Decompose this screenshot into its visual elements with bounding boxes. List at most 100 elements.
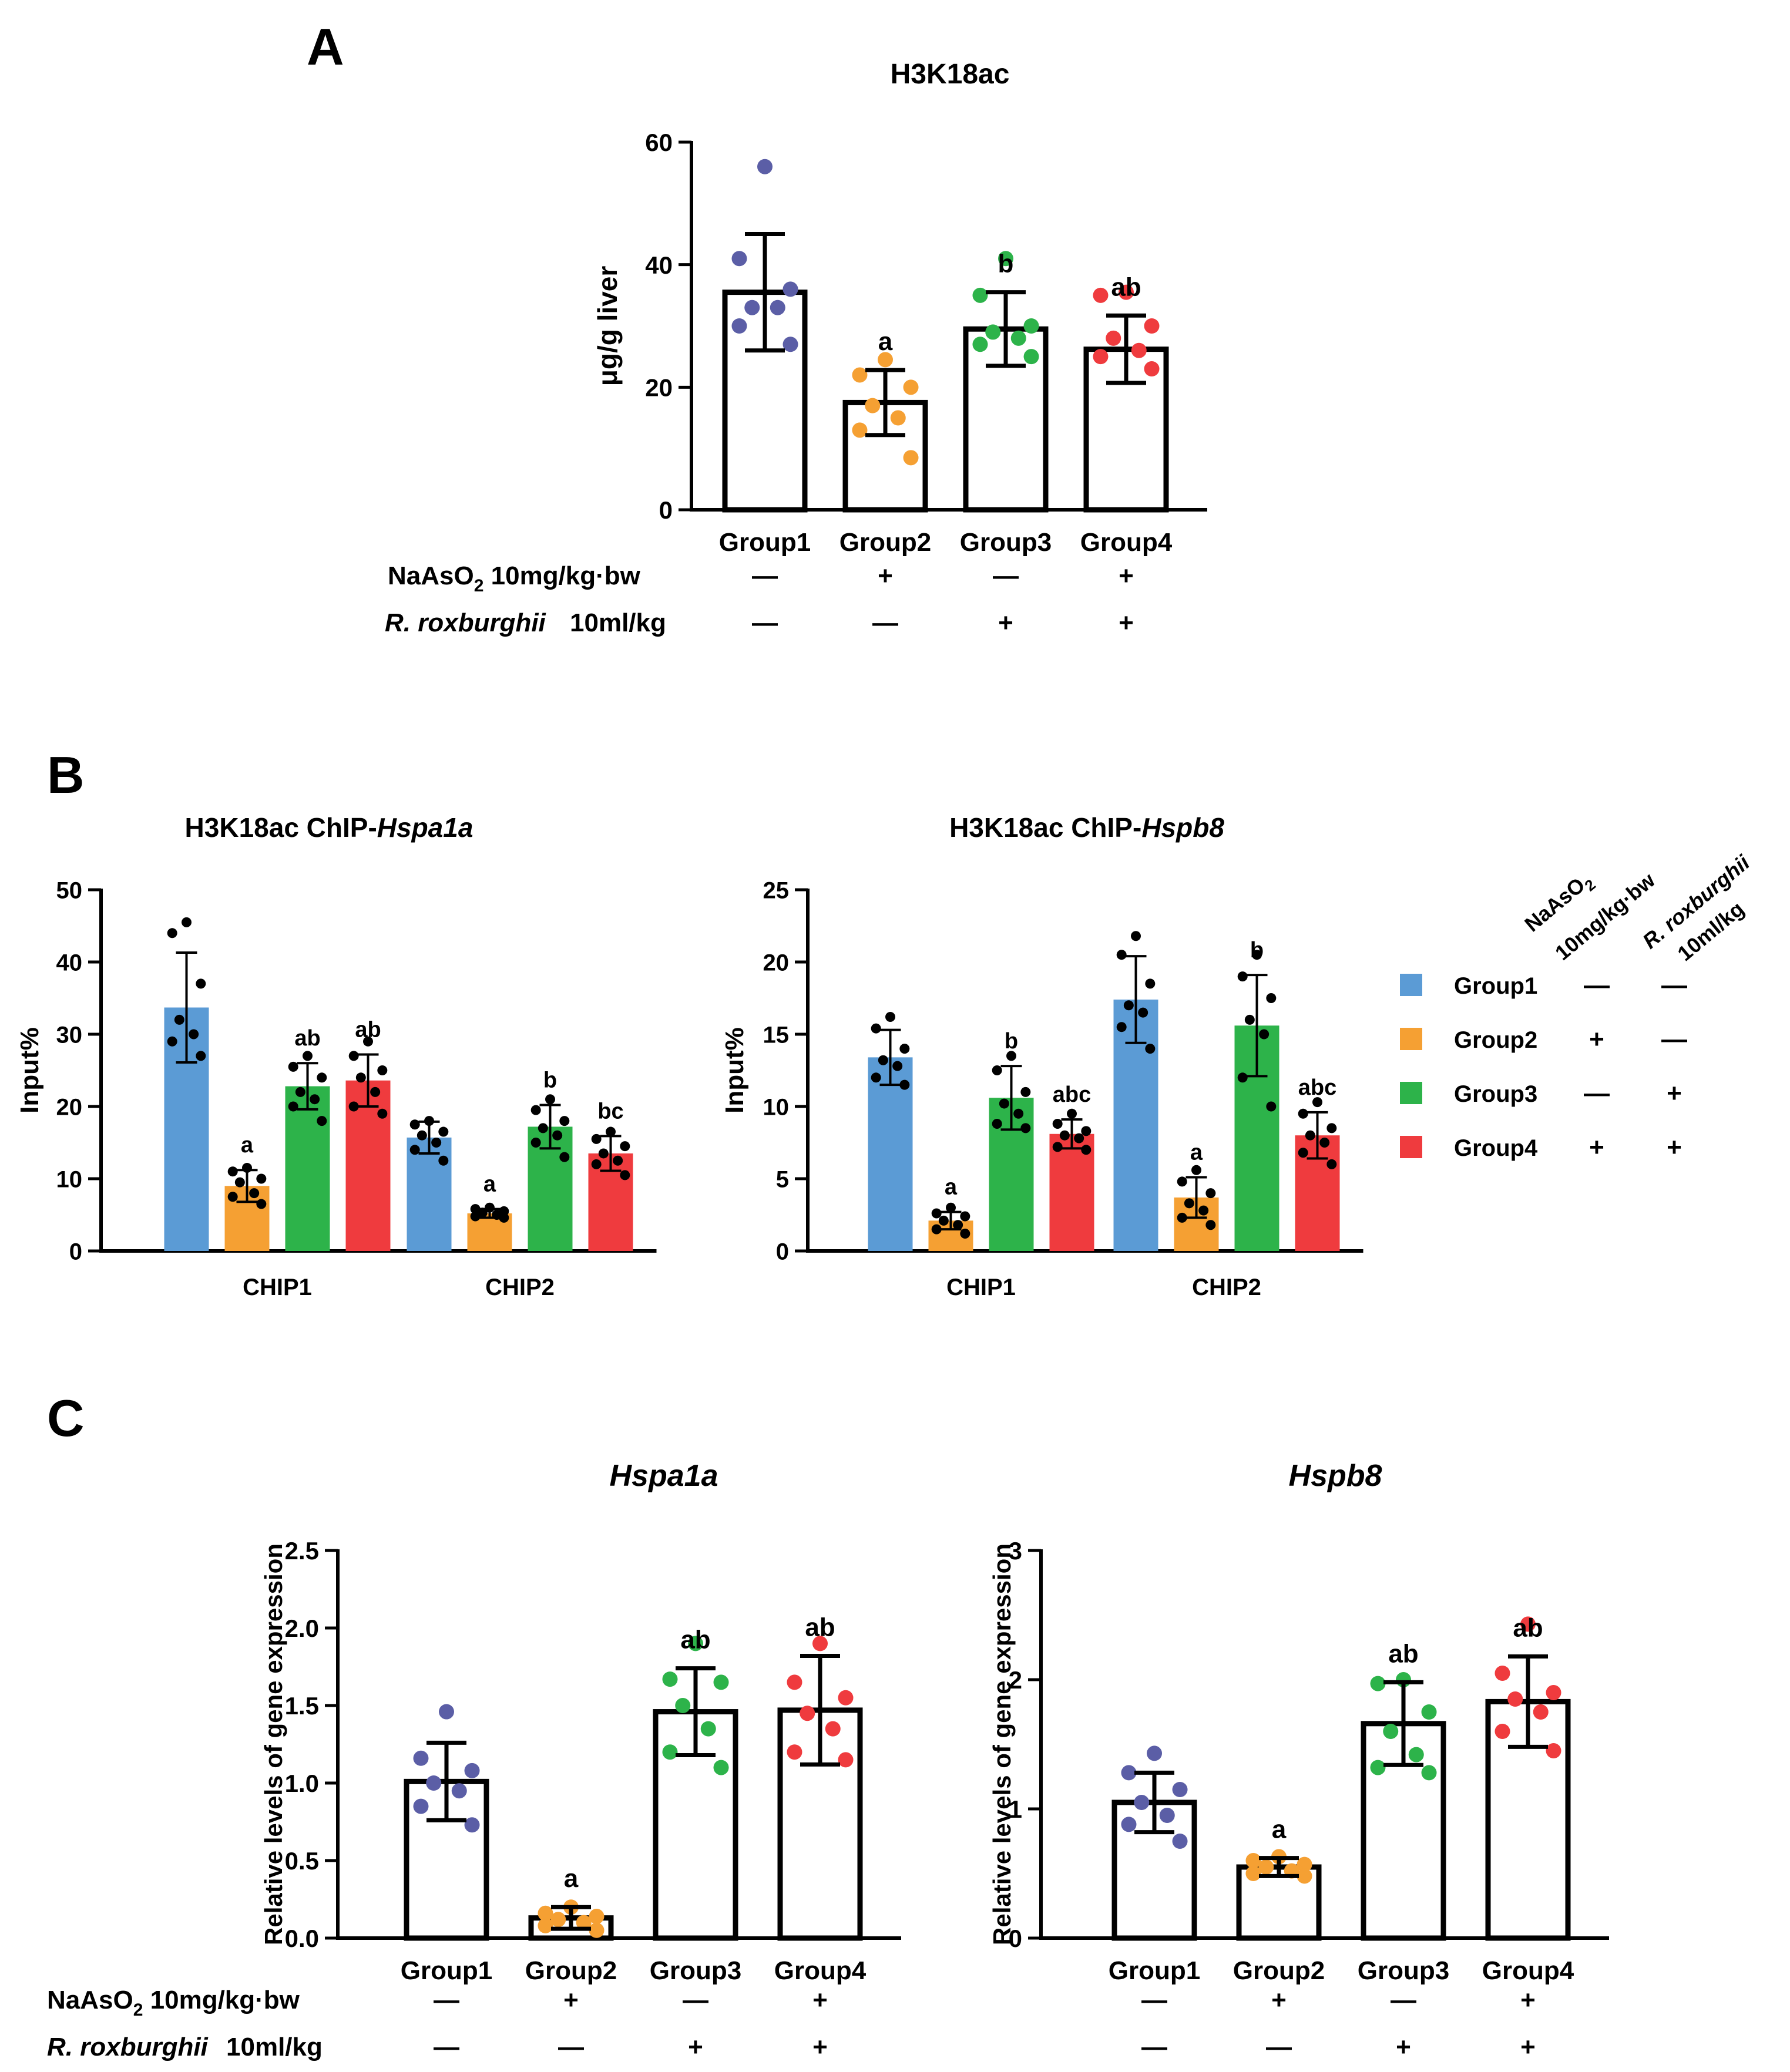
data-point-group2 xyxy=(550,1912,566,1928)
subscript-2: 2 xyxy=(133,2000,143,2020)
data-point-group3 xyxy=(992,1119,1002,1129)
x-tick-label-group4: Group4 xyxy=(1482,1956,1574,1985)
legend-label-group3: Group3 xyxy=(1454,1081,1537,1107)
data-point-group1 xyxy=(438,1155,449,1166)
panel-label-a: A xyxy=(307,18,344,76)
data-point-group2 xyxy=(538,1918,553,1933)
y-tick-label-25: 25 xyxy=(763,877,790,903)
data-point-group4 xyxy=(1312,1097,1322,1108)
data-point-group3 xyxy=(999,1098,1009,1109)
data-point-group2 xyxy=(1297,1868,1312,1884)
data-point-group3 xyxy=(1383,1724,1399,1739)
data-point-group2 xyxy=(878,352,893,368)
plus-sign: + xyxy=(998,608,1013,637)
y-axis-title: Relative levels of gene expression xyxy=(988,1543,1016,1945)
data-point-group3 xyxy=(662,1744,678,1760)
chart-title: Hspb8 xyxy=(1289,1459,1382,1493)
data-point-group1 xyxy=(1121,1817,1137,1832)
x-tick-label-group3: Group3 xyxy=(960,528,1052,557)
plus-sign: + xyxy=(1119,608,1134,637)
data-point-group3 xyxy=(1006,1051,1016,1061)
plus-sign: + xyxy=(1520,2033,1536,2061)
y-tick-label-0-5: 0.5 xyxy=(285,1847,319,1875)
data-point-group3 xyxy=(310,1094,320,1105)
data-point-group1 xyxy=(770,300,785,315)
data-point-group2 xyxy=(1245,1853,1261,1868)
rr-row-label: R. roxburghii xyxy=(47,2033,209,2061)
data-point-group3 xyxy=(559,1152,570,1162)
y-tick-label-40: 40 xyxy=(56,950,83,976)
y-tick-label-15: 15 xyxy=(763,1022,790,1048)
significance-label-a: a xyxy=(483,1172,496,1197)
data-point-group1 xyxy=(892,1061,903,1071)
data-point-group1 xyxy=(731,318,747,334)
data-point-group4 xyxy=(1546,1743,1561,1758)
data-point-group1 xyxy=(1172,1782,1188,1797)
significance-label-b: b xyxy=(543,1068,557,1093)
data-point-group3 xyxy=(1023,349,1039,365)
x-tick-label-group4: Group4 xyxy=(1080,528,1173,557)
significance-label-bc: bc xyxy=(597,1099,623,1124)
minus-sign: — xyxy=(993,561,1019,590)
data-point-group3 xyxy=(317,1072,327,1083)
minus-sign: — xyxy=(752,561,778,590)
data-point-group4 xyxy=(800,1706,815,1721)
minus-sign: — xyxy=(558,2033,584,2061)
data-point-group4 xyxy=(1052,1142,1063,1152)
minus-sign: — xyxy=(1141,2033,1167,2061)
data-point-group3 xyxy=(1370,1760,1386,1775)
data-point-group4 xyxy=(377,1108,388,1119)
data-point-group1 xyxy=(438,1126,449,1137)
y-tick-label-0: 0 xyxy=(776,1239,789,1264)
naaso2-row-label: NaAsO2 10mg/kg·bw xyxy=(47,1986,300,2020)
significance-label-ab: ab xyxy=(1388,1639,1418,1668)
legend-swatch-group3 xyxy=(1400,1082,1422,1104)
data-point-group2 xyxy=(852,422,868,438)
minus-sign: — xyxy=(1391,1986,1416,2014)
data-point-group4 xyxy=(1131,342,1147,358)
data-point-group1 xyxy=(174,1014,184,1025)
data-point-group2 xyxy=(227,1192,238,1202)
data-point-group4 xyxy=(1144,318,1160,334)
minus-sign: — xyxy=(683,1986,708,2014)
data-point-group1 xyxy=(1172,1834,1188,1849)
y-tick-label-1-0: 1.0 xyxy=(285,1770,319,1797)
data-point-group3 xyxy=(1266,993,1277,1003)
data-point-group1 xyxy=(413,1798,429,1814)
data-point-group4 xyxy=(1059,1130,1070,1141)
data-point-group4 xyxy=(348,1051,359,1061)
y-tick-label-2: 2 xyxy=(1009,1666,1022,1694)
data-point-group4 xyxy=(620,1170,630,1180)
plus-sign: + xyxy=(1667,1079,1682,1108)
plus-sign: + xyxy=(563,1986,579,2014)
data-point-group1 xyxy=(196,1051,206,1061)
significance-label-ab: ab xyxy=(1111,273,1141,301)
data-point-group4 xyxy=(1052,1119,1063,1129)
y-tick-label-20: 20 xyxy=(763,950,790,976)
data-point-group3 xyxy=(985,324,1001,340)
data-point-group1 xyxy=(1159,1808,1175,1823)
data-point-group2 xyxy=(234,1177,245,1188)
data-point-group3 xyxy=(1020,1087,1031,1097)
data-point-group3 xyxy=(1421,1704,1437,1720)
data-point-group1 xyxy=(464,1762,480,1778)
rr-dose-label: 10ml/kg xyxy=(570,608,666,637)
data-point-group3 xyxy=(675,1698,691,1713)
data-point-group2 xyxy=(903,450,919,466)
x-tick-label-group2: Group2 xyxy=(525,1956,617,1985)
plus-sign: + xyxy=(1589,1133,1604,1162)
data-point-group4 xyxy=(1119,284,1134,300)
data-point-group4 xyxy=(363,1036,373,1047)
data-point-group3 xyxy=(530,1105,541,1115)
y-tick-label-10: 10 xyxy=(56,1166,83,1192)
y-axis-title: Relative levels of gene expression xyxy=(260,1543,287,1945)
data-point-group4 xyxy=(370,1087,381,1097)
y-tick-label-5: 5 xyxy=(776,1166,789,1192)
data-point-group3 xyxy=(1421,1765,1437,1781)
minus-sign: — xyxy=(752,608,778,637)
minus-sign: — xyxy=(434,1986,459,2014)
significance-label-a: a xyxy=(945,1175,958,1200)
data-point-group4 xyxy=(838,1690,854,1706)
data-point-group2 xyxy=(1184,1198,1194,1209)
